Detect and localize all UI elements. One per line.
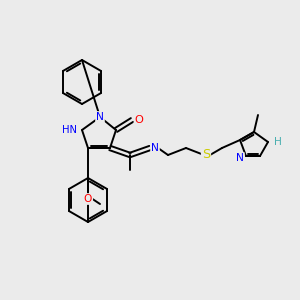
Text: O: O: [135, 115, 143, 125]
Text: HN: HN: [62, 125, 77, 135]
Text: N: N: [236, 153, 244, 163]
Text: H: H: [274, 137, 282, 147]
Text: O: O: [84, 194, 92, 204]
Text: N: N: [151, 143, 159, 153]
Text: N: N: [96, 112, 104, 122]
Text: S: S: [202, 148, 210, 161]
